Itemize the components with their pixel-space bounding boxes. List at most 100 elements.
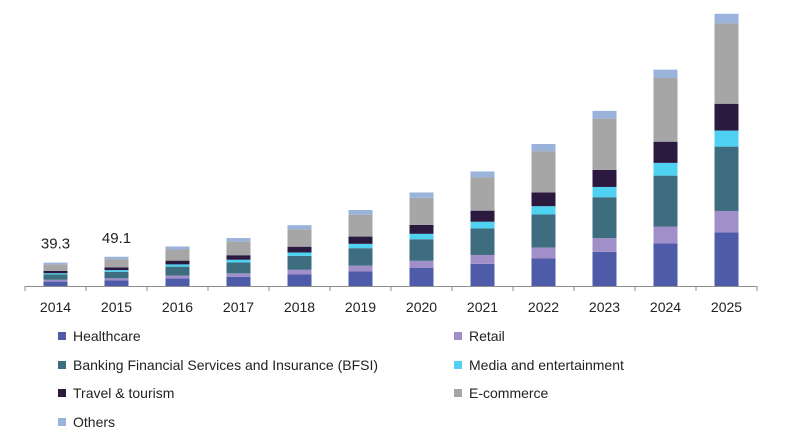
bar-segment-2019-others xyxy=(348,209,373,215)
bar-segment-2019-banking-financial-services-and-insurance-bfsi- xyxy=(348,248,373,266)
x-tick-label-2022: 2022 xyxy=(528,299,559,315)
bar-segment-2016-banking-financial-services-and-insurance-bfsi- xyxy=(165,266,190,276)
bar-segment-2016-retail xyxy=(165,275,190,279)
x-tick-label-2015: 2015 xyxy=(101,299,132,315)
legend-item-banking-financial-services-and-insurance-bfsi-: Banking Financial Services and Insurance… xyxy=(58,357,378,373)
bar-segment-2018-retail xyxy=(287,269,312,275)
legend-label: Banking Financial Services and Insurance… xyxy=(73,356,379,373)
x-tick-label-2014: 2014 xyxy=(40,299,71,315)
bar-segment-2025-travel-tourism xyxy=(714,103,739,131)
bar-segment-2020-banking-financial-services-and-insurance-bfsi- xyxy=(409,239,434,261)
x-tick-label-2023: 2023 xyxy=(589,299,620,315)
bar-segment-2021-e-commerce xyxy=(470,177,495,211)
bar-segment-2023-media-and-entertainment xyxy=(592,186,617,198)
bar-segment-2016-others xyxy=(165,246,190,250)
legend-swatch xyxy=(58,332,66,340)
bar-segment-2025-others xyxy=(714,13,739,24)
bar-segment-2022-media-and-entertainment xyxy=(531,206,556,215)
bar-segment-2021-media-and-entertainment xyxy=(470,221,495,229)
legend-swatch xyxy=(58,417,66,426)
bar-segment-2022-e-commerce xyxy=(531,151,556,193)
bar-segment-2025-media-and-entertainment xyxy=(714,130,739,147)
bar-segment-2023-healthcare xyxy=(592,251,617,286)
bar-segment-2020-others xyxy=(409,192,434,198)
x-tick-label-2024: 2024 xyxy=(650,299,681,315)
bar-segment-2018-media-and-entertainment xyxy=(287,252,312,256)
x-tick-label-2025: 2025 xyxy=(711,299,742,315)
legend-swatch xyxy=(58,389,66,397)
bar-segment-2015-travel-tourism xyxy=(104,267,129,271)
bar-segment-2025-retail xyxy=(714,210,739,233)
bar-segment-2016-media-and-entertainment xyxy=(165,264,190,267)
bar-segment-2024-others xyxy=(653,69,678,78)
legend-swatch xyxy=(454,389,462,397)
bar-segment-2015-e-commerce xyxy=(104,259,129,268)
bar-segment-2022-banking-financial-services-and-insurance-bfsi- xyxy=(531,214,556,248)
bar-segment-2017-e-commerce xyxy=(226,241,251,256)
legend-label: Travel & tourism xyxy=(73,385,175,401)
bar-segment-2017-banking-financial-services-and-insurance-bfsi- xyxy=(226,262,251,274)
bar-segment-2017-media-and-entertainment xyxy=(226,259,251,263)
bar-segment-2021-banking-financial-services-and-insurance-bfsi- xyxy=(470,228,495,255)
x-tick-label-2016: 2016 xyxy=(162,299,193,315)
bar-segment-2023-others xyxy=(592,110,617,119)
bar-segment-2014-travel-tourism xyxy=(43,270,68,274)
bar-segment-2021-travel-tourism xyxy=(470,210,495,222)
bar-segment-2018-banking-financial-services-and-insurance-bfsi- xyxy=(287,255,312,270)
bar-segment-2021-healthcare xyxy=(470,263,495,286)
bar-segment-2018-travel-tourism xyxy=(287,246,312,253)
bar-segment-2014-healthcare xyxy=(43,281,68,286)
bar-segment-2016-e-commerce xyxy=(165,249,190,261)
bar-segment-2017-retail xyxy=(226,273,251,277)
bar-segment-2023-banking-financial-services-and-insurance-bfsi- xyxy=(592,197,617,239)
bar-segment-2018-e-commerce xyxy=(287,229,312,247)
bar-segment-2025-banking-financial-services-and-insurance-bfsi- xyxy=(714,146,739,211)
bar-segment-2014-banking-financial-services-and-insurance-bfsi- xyxy=(43,274,68,280)
bar-segment-2014-media-and-entertainment xyxy=(43,273,68,275)
bar-segment-2018-others xyxy=(287,225,312,230)
bar-segment-2014-others xyxy=(43,262,68,265)
bar-segment-2020-travel-tourism xyxy=(409,224,434,234)
bar-segment-2023-retail xyxy=(592,238,617,252)
bar-segment-2015-banking-financial-services-and-insurance-bfsi- xyxy=(104,271,129,279)
legend-item-media-and-entertainment: Media and entertainment xyxy=(454,357,624,373)
legend-label: Media and entertainment xyxy=(469,356,624,373)
bar-segment-2019-healthcare xyxy=(348,271,373,286)
legend-label: E-commerce xyxy=(469,385,549,401)
bar-segment-2021-others xyxy=(470,171,495,178)
legend-label: Others xyxy=(73,413,116,430)
bar-segment-2025-e-commerce xyxy=(714,23,739,104)
bar-segment-2024-healthcare xyxy=(653,243,678,286)
x-tick-label-2019: 2019 xyxy=(345,299,376,315)
bar-segment-2020-e-commerce xyxy=(409,197,434,225)
data-label-2014: 39.3 xyxy=(41,236,70,253)
legend-swatch xyxy=(454,332,462,340)
legend-swatch xyxy=(454,360,462,369)
bar-segment-2020-retail xyxy=(409,260,434,269)
bar-segment-2024-banking-financial-services-and-insurance-bfsi- xyxy=(653,175,678,227)
bar-segment-2022-travel-tourism xyxy=(531,192,556,207)
bar-segment-2024-retail xyxy=(653,226,678,244)
bar-segment-2019-e-commerce xyxy=(348,214,373,237)
bar-segment-2016-travel-tourism xyxy=(165,260,190,265)
bar-segment-2018-healthcare xyxy=(287,274,312,286)
bar-segment-2014-retail xyxy=(43,279,68,282)
bar-segment-2015-others xyxy=(104,256,129,260)
bar-segment-2023-e-commerce xyxy=(592,118,617,170)
bar-segment-2019-media-and-entertainment xyxy=(348,243,373,249)
legend-label: Healthcare xyxy=(73,328,141,344)
bar-segment-2025-healthcare xyxy=(714,232,739,286)
legend-item-e-commerce: E-commerce xyxy=(454,385,548,401)
bar-segment-2015-healthcare xyxy=(104,280,129,286)
bar-segment-2023-travel-tourism xyxy=(592,169,617,187)
bar-segment-2024-e-commerce xyxy=(653,78,678,142)
bar-segment-2016-healthcare xyxy=(165,278,190,286)
bar-segment-2024-travel-tourism xyxy=(653,141,678,163)
x-tick-label-2020: 2020 xyxy=(406,299,437,315)
bar-segment-2020-healthcare xyxy=(409,268,434,286)
bar-segment-2019-retail xyxy=(348,265,373,272)
bar-segment-2019-travel-tourism xyxy=(348,236,373,244)
legend-item-healthcare: Healthcare xyxy=(58,328,141,344)
bar-segment-2022-healthcare xyxy=(531,258,556,286)
x-tick-label-2021: 2021 xyxy=(467,299,498,315)
